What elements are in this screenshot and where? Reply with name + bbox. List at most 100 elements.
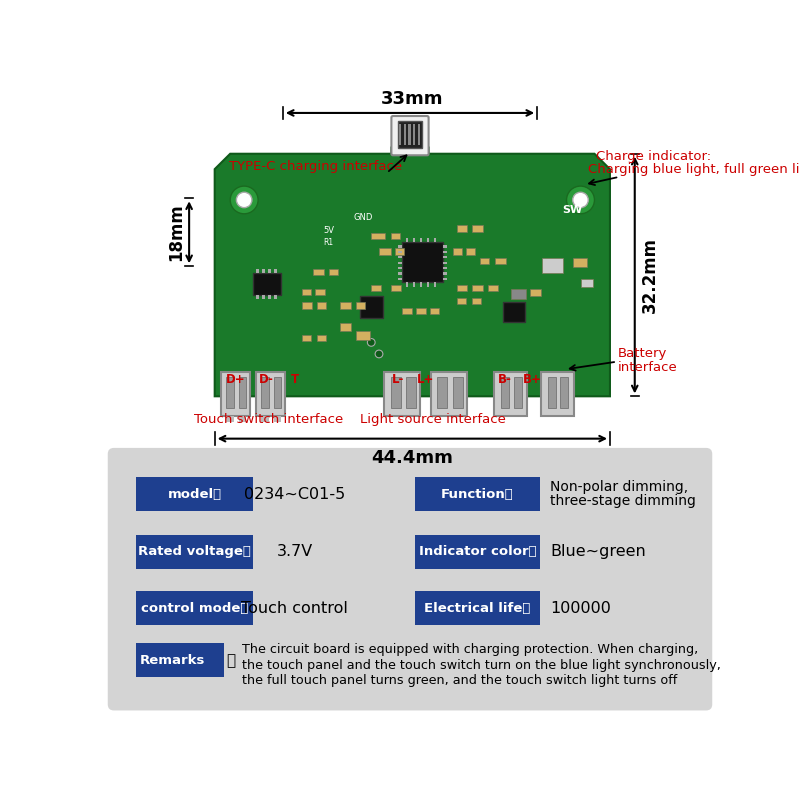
- Bar: [413, 282, 415, 287]
- Bar: [442, 246, 447, 248]
- Bar: [503, 302, 525, 322]
- Text: three-stage dimming: three-stage dimming: [550, 494, 696, 508]
- Bar: [398, 256, 402, 258]
- Bar: [466, 249, 475, 254]
- FancyBboxPatch shape: [414, 535, 540, 569]
- Bar: [274, 415, 282, 422]
- Text: The circuit board is equipped with charging protection. When charging,: The circuit board is equipped with charg…: [242, 643, 698, 656]
- Bar: [480, 258, 489, 264]
- Bar: [356, 302, 365, 309]
- Bar: [402, 242, 442, 282]
- Text: D+: D+: [226, 373, 246, 386]
- Text: T: T: [291, 373, 299, 386]
- FancyBboxPatch shape: [385, 373, 420, 416]
- Bar: [226, 415, 234, 422]
- Bar: [379, 249, 391, 254]
- Bar: [416, 308, 426, 314]
- Bar: [390, 285, 402, 291]
- Text: Blue~green: Blue~green: [550, 544, 646, 559]
- Bar: [398, 262, 402, 264]
- Bar: [542, 258, 563, 273]
- Bar: [502, 377, 509, 408]
- Bar: [510, 289, 526, 299]
- Bar: [302, 334, 310, 341]
- FancyBboxPatch shape: [431, 373, 466, 416]
- FancyBboxPatch shape: [256, 373, 286, 416]
- Text: Remarks: Remarks: [139, 654, 205, 667]
- Text: interface: interface: [618, 361, 678, 374]
- Bar: [390, 377, 401, 408]
- Bar: [453, 249, 462, 254]
- Bar: [406, 238, 409, 242]
- Bar: [268, 270, 271, 273]
- Bar: [560, 377, 568, 408]
- Bar: [427, 238, 430, 242]
- Bar: [398, 250, 402, 253]
- Text: 33mm: 33mm: [381, 90, 443, 108]
- Bar: [420, 282, 422, 287]
- Bar: [413, 238, 415, 242]
- Bar: [398, 122, 422, 147]
- Text: Rated voltage：: Rated voltage：: [138, 546, 251, 558]
- Circle shape: [367, 338, 375, 346]
- Bar: [394, 249, 404, 254]
- Bar: [256, 270, 259, 273]
- Bar: [418, 125, 420, 145]
- Text: Charge indicator:: Charge indicator:: [596, 150, 711, 162]
- Bar: [302, 302, 312, 309]
- Text: 5V: 5V: [323, 226, 334, 235]
- Bar: [427, 282, 430, 287]
- Text: Touch control: Touch control: [241, 601, 348, 615]
- Text: Function：: Function：: [441, 487, 514, 501]
- Bar: [442, 267, 447, 270]
- Bar: [420, 238, 422, 242]
- Text: Charging blue light, full green light: Charging blue light, full green light: [588, 163, 800, 177]
- FancyBboxPatch shape: [494, 373, 527, 416]
- Bar: [434, 282, 436, 287]
- Text: 44.4mm: 44.4mm: [371, 450, 454, 467]
- Bar: [409, 125, 410, 145]
- Text: 0234~C01-5: 0234~C01-5: [244, 486, 345, 502]
- Bar: [371, 233, 386, 239]
- Bar: [442, 250, 447, 253]
- Bar: [548, 377, 556, 408]
- Bar: [434, 238, 436, 242]
- Bar: [457, 298, 466, 304]
- Bar: [457, 285, 467, 291]
- Bar: [317, 334, 326, 341]
- Circle shape: [237, 192, 252, 208]
- Bar: [573, 258, 586, 267]
- Circle shape: [230, 186, 258, 214]
- Bar: [390, 233, 400, 239]
- Text: Electrical life：: Electrical life：: [424, 602, 530, 614]
- Text: L+: L+: [417, 373, 434, 386]
- Bar: [581, 279, 593, 287]
- FancyBboxPatch shape: [414, 477, 540, 511]
- FancyBboxPatch shape: [136, 535, 254, 569]
- Text: the touch panel and the touch switch turn on the blue light synchronously,: the touch panel and the touch switch tur…: [242, 658, 721, 671]
- Text: GND: GND: [354, 213, 373, 222]
- Bar: [406, 377, 416, 408]
- Bar: [530, 289, 541, 296]
- Bar: [238, 415, 246, 422]
- Bar: [442, 256, 447, 258]
- Text: Light source interface: Light source interface: [360, 413, 506, 426]
- Text: 100000: 100000: [550, 601, 611, 615]
- Text: L-: L-: [391, 373, 404, 386]
- Bar: [398, 246, 402, 248]
- Text: model：: model：: [167, 487, 222, 501]
- Circle shape: [573, 192, 588, 208]
- Text: Battery: Battery: [618, 347, 667, 361]
- Bar: [442, 262, 447, 264]
- FancyBboxPatch shape: [136, 643, 224, 678]
- Bar: [268, 294, 271, 298]
- Bar: [274, 270, 278, 273]
- Bar: [398, 278, 402, 280]
- Text: Non-polar dimming,: Non-polar dimming,: [550, 480, 689, 494]
- Polygon shape: [214, 147, 610, 396]
- Bar: [262, 270, 265, 273]
- Bar: [487, 285, 498, 291]
- FancyBboxPatch shape: [221, 373, 250, 416]
- Text: SW: SW: [562, 205, 583, 215]
- Text: R1: R1: [323, 238, 334, 246]
